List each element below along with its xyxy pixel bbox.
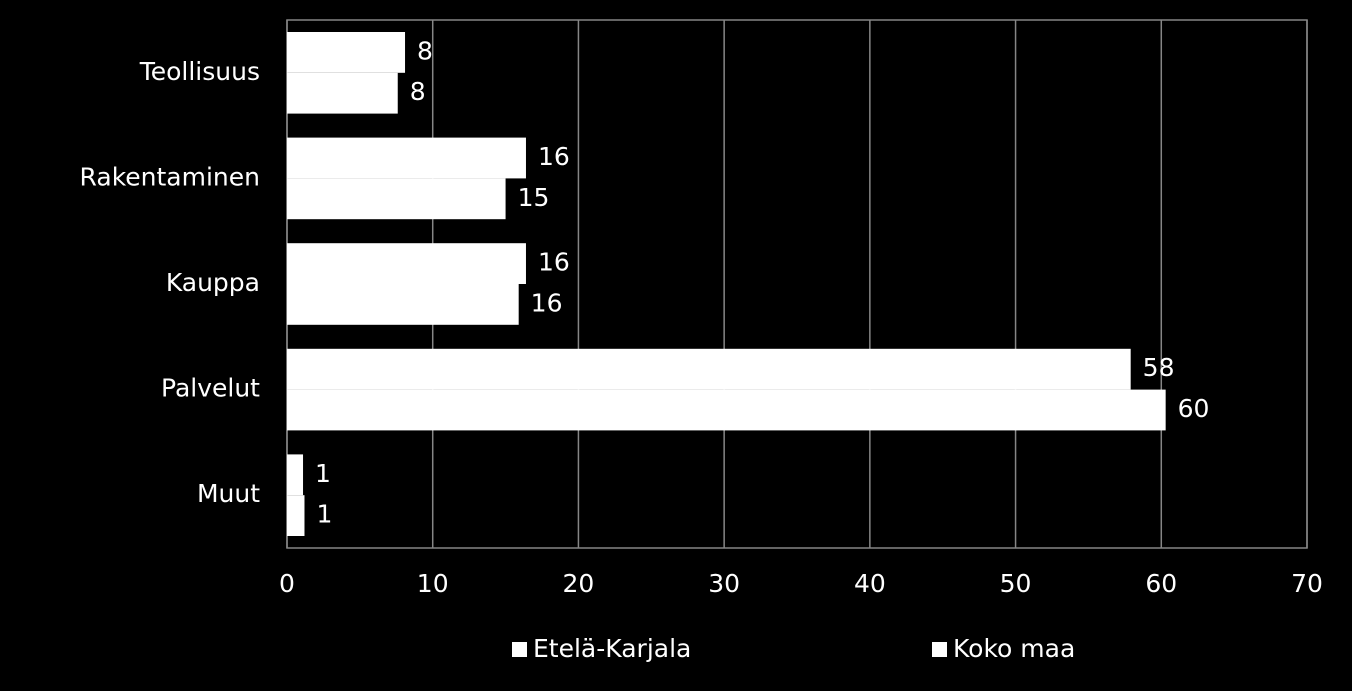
- legend-label: Koko maa: [953, 634, 1075, 663]
- y-tick-label: Muut: [197, 479, 260, 508]
- data-label: 8: [417, 36, 433, 65]
- x-tick-label: 60: [1145, 569, 1177, 598]
- bar: [287, 495, 305, 536]
- data-label: 58: [1143, 353, 1175, 382]
- y-tick-label: Rakentaminen: [80, 162, 260, 191]
- data-label: 8: [410, 77, 426, 106]
- y-tick-label: Teollisuus: [139, 57, 260, 86]
- bar: [287, 72, 398, 114]
- bar: [287, 389, 1166, 431]
- x-tick-label: 70: [1291, 569, 1323, 598]
- x-tick-label: 10: [417, 569, 449, 598]
- data-label: 16: [538, 142, 570, 171]
- bar: [287, 32, 406, 73]
- data-label: 1: [316, 500, 332, 529]
- x-tick-label: 30: [708, 569, 740, 598]
- data-label: 16: [538, 248, 570, 277]
- bar: [287, 178, 506, 220]
- bar: [287, 137, 526, 179]
- data-label: 60: [1178, 394, 1210, 423]
- bar: [287, 348, 1131, 390]
- x-tick-label: 20: [563, 569, 595, 598]
- bar: [287, 243, 526, 284]
- data-label: 15: [518, 183, 550, 212]
- bar: [287, 284, 519, 325]
- data-label: 1: [315, 459, 331, 488]
- y-tick-label: Kauppa: [166, 268, 260, 297]
- y-tick-label: Palvelut: [161, 374, 260, 403]
- legend-swatch: [512, 642, 527, 657]
- x-tick-label: 50: [1000, 569, 1032, 598]
- x-tick-label: 40: [854, 569, 886, 598]
- data-label: 16: [531, 288, 563, 317]
- legend-label: Etelä-Karjala: [533, 634, 691, 663]
- bar: [287, 454, 304, 496]
- x-tick-label: 0: [279, 569, 295, 598]
- legend-swatch: [932, 642, 947, 657]
